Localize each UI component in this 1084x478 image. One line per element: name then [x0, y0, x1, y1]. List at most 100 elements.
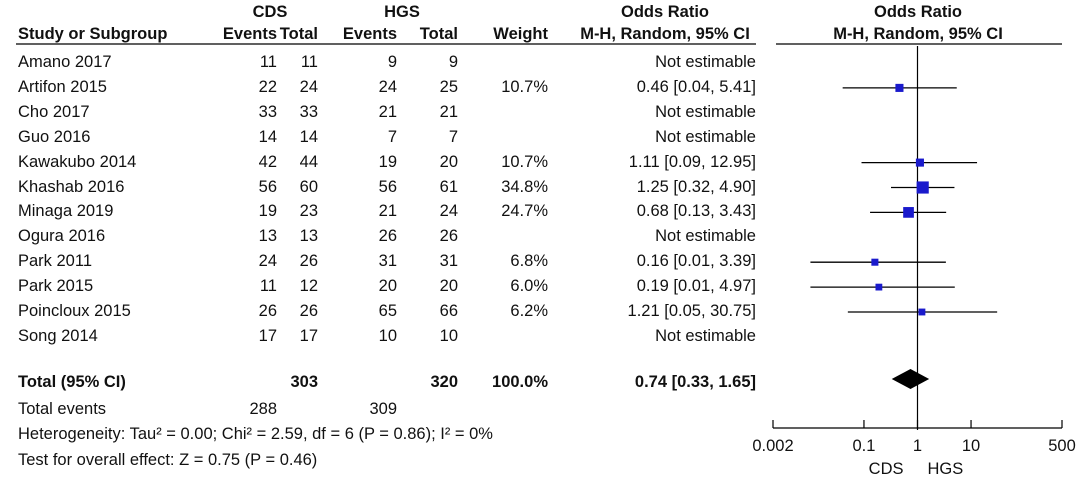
- total-cds: 14: [299, 127, 318, 146]
- group-header-hgs: HGS: [384, 3, 420, 21]
- total-events-hgs: 309: [369, 400, 397, 418]
- header-total-cds: Total: [279, 25, 318, 43]
- study-name: Cho 2017: [18, 102, 90, 121]
- total-hgs: 9: [448, 53, 458, 71]
- odds-ratio-ci: Not estimable: [655, 127, 756, 146]
- events-cds: 19: [258, 202, 277, 221]
- study-marker: [895, 83, 904, 92]
- total-cds: 23: [299, 202, 318, 221]
- total-cds: 11: [300, 53, 318, 71]
- events-hgs: 21: [378, 202, 397, 221]
- events-hgs: 9: [387, 53, 397, 71]
- weight-value: 6.8%: [510, 252, 548, 271]
- pooled-diamond: [891, 369, 930, 389]
- total-events-cds: 288: [249, 400, 277, 418]
- header-or-method: M-H, Random, 95% CI: [580, 25, 750, 43]
- odds-ratio-ci: 0.16 [0.01, 3.39]: [636, 252, 756, 271]
- odds-ratio-ci: Not estimable: [655, 102, 756, 121]
- total-hgs: 21: [439, 102, 458, 121]
- odds-ratio-ci: Not estimable: [655, 326, 756, 345]
- total-hgs: 10: [439, 326, 458, 345]
- x-tick-label: 1: [913, 437, 922, 455]
- total-hgs: 20: [439, 152, 458, 171]
- study-marker: [915, 158, 924, 167]
- total-n-cds: 303: [290, 373, 318, 391]
- total-label: Total (95% CI): [18, 373, 126, 391]
- study-marker: [916, 181, 929, 194]
- weight-value: 34.8%: [501, 177, 548, 196]
- odds-ratio-ci: 1.21 [0.05, 30.75]: [627, 302, 756, 320]
- total-cds: 17: [299, 326, 318, 345]
- odds-ratio-ci: Not estimable: [655, 53, 756, 71]
- study-name: Song 2014: [18, 326, 98, 345]
- weight-value: 24.7%: [501, 202, 548, 221]
- study-name: Kawakubo 2014: [18, 152, 137, 171]
- odds-ratio-ci: 1.11 [0.09, 12.95]: [628, 152, 756, 171]
- header-study: Study or Subgroup: [18, 25, 168, 43]
- study-name: Poincloux 2015: [18, 302, 131, 320]
- header-weight: Weight: [493, 25, 548, 43]
- events-hgs: 24: [378, 77, 397, 96]
- header-plot-method: M-H, Random, 95% CI: [833, 25, 1003, 43]
- odds-ratio-ci: 0.46 [0.04, 5.41]: [636, 77, 756, 96]
- weight-value: 10.7%: [501, 152, 548, 171]
- study-name: Park 2011: [18, 252, 92, 271]
- total-cds: 44: [299, 152, 318, 171]
- x-tick-label: 0.002: [752, 437, 793, 455]
- total-hgs: 61: [439, 177, 458, 196]
- events-cds: 14: [258, 127, 277, 146]
- total-hgs: 24: [439, 202, 458, 221]
- events-hgs: 19: [378, 152, 397, 171]
- total-hgs: 26: [439, 227, 458, 246]
- odds-ratio-ci: 0.68 [0.13, 3.43]: [636, 202, 756, 221]
- events-cds: 11: [259, 53, 277, 71]
- header-events-hgs: Events: [342, 25, 397, 43]
- study-marker: [875, 283, 883, 291]
- events-cds: 33: [258, 102, 277, 121]
- odds-ratio-ci: 0.19 [0.01, 4.97]: [636, 277, 756, 296]
- total-n-hgs: 320: [430, 373, 458, 391]
- pooled-or-ci: 0.74 [0.33, 1.65]: [634, 373, 756, 391]
- total-hgs: 31: [439, 252, 458, 271]
- total-hgs: 20: [439, 277, 458, 296]
- study-marker: [918, 308, 926, 316]
- x-tick-label: 0.1: [852, 437, 875, 455]
- total-cds: 12: [299, 277, 318, 296]
- weight-value: 6.2%: [510, 302, 548, 320]
- favours-cds-label: CDS: [869, 460, 904, 478]
- x-tick-label: 500: [1048, 437, 1076, 455]
- favours-hgs-label: HGS: [928, 460, 964, 478]
- odds-ratio-ci: 1.25 [0.32, 4.90]: [636, 177, 756, 196]
- events-hgs: 10: [378, 326, 397, 345]
- events-hgs: 21: [378, 102, 397, 121]
- total-hgs: 25: [439, 77, 458, 96]
- overall-effect-test: Test for overall effect: Z = 0.75 (P = 0…: [18, 451, 318, 469]
- total-cds: 26: [299, 252, 318, 271]
- events-hgs: 7: [387, 127, 397, 146]
- heterogeneity-stats: Heterogeneity: Tau² = 0.00; Chi² = 2.59,…: [18, 425, 493, 443]
- events-hgs: 20: [378, 277, 397, 296]
- plot-title: Odds Ratio: [873, 3, 963, 21]
- weight-value: 6.0%: [510, 277, 548, 296]
- total-cds: 13: [299, 227, 318, 246]
- events-hgs: 31: [378, 252, 397, 271]
- study-name: Amano 2017: [18, 53, 112, 71]
- study-name: Artifon 2015: [18, 77, 107, 96]
- x-tick-label: 10: [962, 437, 980, 455]
- study-name: Khashab 2016: [18, 177, 125, 196]
- total-cds: 24: [299, 77, 318, 96]
- study-name: Guo 2016: [18, 127, 91, 146]
- study-marker: [903, 207, 914, 218]
- total-cds: 26: [299, 302, 318, 320]
- total-cds: 60: [299, 177, 318, 196]
- study-name: Ogura 2016: [18, 227, 106, 246]
- study-marker: [871, 258, 879, 266]
- study-name: Park 2015: [18, 277, 94, 296]
- events-hgs: 56: [378, 177, 397, 196]
- header-total-hgs: Total: [419, 25, 458, 43]
- events-cds: 11: [259, 277, 277, 296]
- total-hgs: 66: [439, 302, 458, 320]
- events-cds: 42: [258, 152, 277, 171]
